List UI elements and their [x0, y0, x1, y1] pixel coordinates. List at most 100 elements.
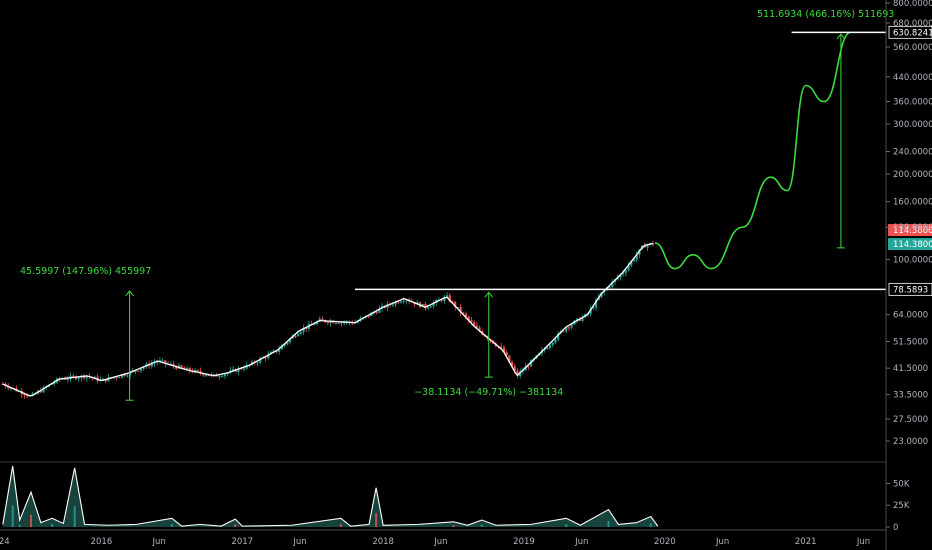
candle-body [213, 374, 216, 376]
volume-tick-label: 25K [893, 501, 910, 511]
last-price-label: 114.3800 [893, 226, 932, 236]
candle-body [524, 366, 527, 371]
candle-body [467, 316, 470, 321]
candle-body [527, 366, 530, 368]
candle-body [218, 376, 221, 378]
candle-body [546, 347, 549, 349]
candle-body [589, 308, 592, 314]
candle-body [551, 342, 554, 345]
candle-body [473, 322, 476, 326]
candle-body [521, 370, 525, 372]
measure-arrowhead [836, 33, 846, 40]
candlestick-series [1, 240, 655, 399]
candle-body [137, 370, 140, 372]
candle-body [204, 375, 208, 377]
x-tick-label: 2017 [231, 537, 253, 547]
volume-bar [234, 524, 237, 527]
candle-body [123, 374, 126, 376]
y-tick-label: 64.0000 [893, 311, 928, 321]
candle-body [397, 301, 400, 303]
candle-body [332, 321, 335, 324]
y-tick-label: 41.5000 [893, 364, 928, 374]
level-label: 78.5893 [893, 285, 928, 295]
volume-bar [73, 506, 76, 527]
candle-body [202, 373, 205, 376]
projection-path [654, 31, 852, 270]
candle-body [581, 317, 584, 321]
candle-body [505, 352, 508, 356]
candle-body [451, 301, 454, 303]
x-tick-label: 2016 [91, 537, 113, 547]
candle-body [188, 367, 191, 371]
candle-body [399, 301, 403, 303]
candle-body [334, 323, 338, 325]
candle-body [464, 313, 468, 317]
candle-body [85, 376, 88, 379]
x-tick-label: 2020 [654, 537, 676, 547]
candle-body [356, 321, 359, 323]
candle-body [196, 369, 199, 371]
candle-body [592, 307, 595, 309]
drawing-overlay: 78.5893 630.8241 114.3800 114.3800 45.5997 (… [20, 9, 932, 401]
candle-body [93, 376, 97, 378]
y-tick-label: 130.0000 [893, 223, 932, 233]
volume-bar [51, 523, 54, 527]
candle-body [519, 371, 522, 376]
candle-body [283, 344, 286, 346]
x-tick-label: 2019 [513, 537, 535, 547]
candle-body [23, 394, 26, 396]
level-label-box [888, 25, 932, 39]
candle-body [367, 315, 370, 317]
candle-body [529, 360, 533, 367]
x-tick-label: Jun [856, 537, 870, 547]
candle-body [221, 376, 224, 378]
candle-body [242, 368, 246, 370]
candle-body [391, 304, 394, 306]
y-tick-label: 560.0000 [893, 43, 932, 53]
volume-bar [375, 513, 378, 527]
volume-tick-label: 50K [893, 479, 910, 489]
candle-body [448, 295, 451, 302]
x-tick-label: Jun [574, 537, 588, 547]
x-tick-label: Jun [433, 537, 447, 547]
y-tick-label: 200.0000 [893, 170, 932, 180]
candle-body [42, 387, 45, 393]
candle-body [456, 306, 459, 308]
candle-body [510, 362, 514, 367]
candle-body [462, 312, 465, 314]
candle-body [272, 350, 275, 353]
candle-body [53, 382, 56, 384]
measure-label: 511.6934 (466.16%) 511693 [757, 9, 894, 20]
level-label: 630.8241 [893, 28, 932, 38]
candle-body [64, 378, 67, 380]
candle-body [565, 327, 568, 332]
y-tick-label: 27.5000 [893, 415, 928, 425]
candle-body [608, 287, 611, 289]
candle-body [280, 345, 283, 350]
candle-body [343, 322, 346, 324]
last-price-label-2: 114.3800 [893, 240, 932, 250]
candle-body [445, 295, 449, 297]
candle-body [302, 328, 305, 332]
candle-body [394, 301, 397, 305]
volume-bar [649, 523, 652, 527]
measure-arrowhead [484, 291, 494, 298]
y-tick-label: 300.0000 [893, 120, 932, 130]
candle-body [39, 390, 42, 393]
y-tick-label: 160.0000 [893, 198, 932, 208]
candle-body [326, 322, 329, 324]
candle-body [402, 300, 405, 302]
candle-body [329, 321, 332, 324]
candle-body [288, 338, 292, 343]
candle-body [101, 378, 105, 380]
volume-bar [18, 524, 21, 527]
candle-body [429, 306, 432, 308]
measure-arrowhead [125, 290, 134, 297]
last-price-badge [888, 224, 932, 237]
candle-body [207, 375, 210, 377]
candle-body [459, 306, 462, 313]
candle-body [337, 323, 340, 325]
x-tick-label: Jun [715, 537, 729, 547]
candle-body [548, 344, 552, 348]
